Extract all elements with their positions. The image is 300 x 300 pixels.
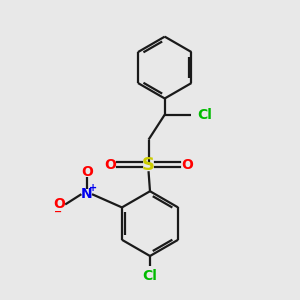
Text: N: N: [81, 187, 92, 201]
Text: Cl: Cl: [197, 108, 212, 122]
Text: −: −: [54, 207, 62, 217]
Text: S: S: [142, 156, 155, 174]
Text: O: O: [53, 197, 65, 212]
Text: O: O: [81, 165, 93, 179]
Text: +: +: [89, 183, 97, 193]
Text: O: O: [181, 158, 193, 172]
Text: O: O: [104, 158, 116, 172]
Text: Cl: Cl: [142, 269, 158, 283]
